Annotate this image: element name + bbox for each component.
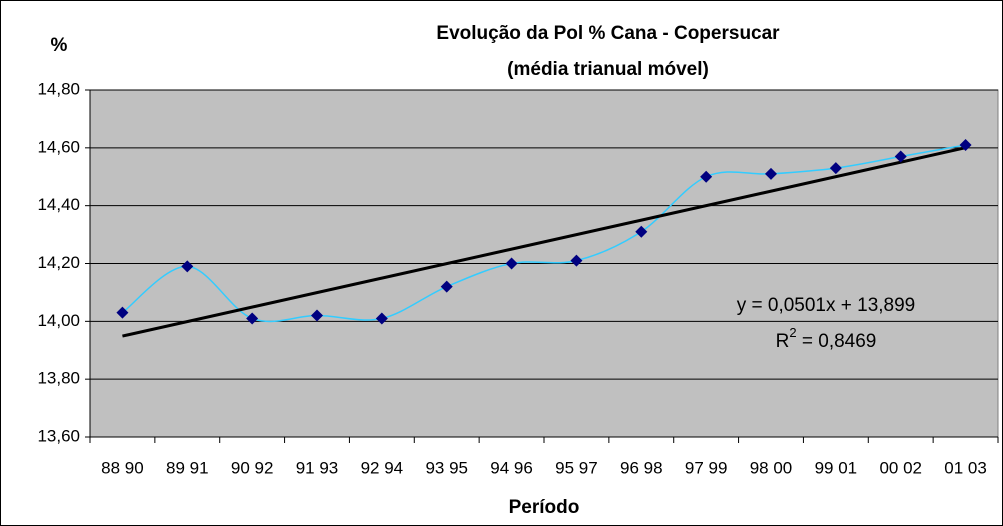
x-tick-label: 99 01 <box>815 458 858 477</box>
r-squared: R2 = 0,8469 <box>776 325 877 352</box>
data-point <box>635 225 648 238</box>
y-tick-label: 14,20 <box>37 253 80 272</box>
data-point <box>894 150 907 163</box>
chart-subtitle: (média trianual móvel) <box>507 59 709 80</box>
data-point <box>765 167 777 180</box>
trendline <box>122 146 966 338</box>
data-point <box>700 170 713 183</box>
x-tick-label: 93 95 <box>425 458 468 477</box>
data-point <box>959 138 972 151</box>
x-tick-label: 01 03 <box>944 458 987 477</box>
data-point <box>505 257 518 270</box>
x-tick-label: 88 90 <box>101 458 144 477</box>
chart-title: Evolução da Pol % Cana - Copersucar <box>436 23 780 44</box>
trend-equation: y = 0,0501x + 13,899 <box>737 295 916 316</box>
x-tick-label: 98 00 <box>750 458 793 477</box>
y-tick-label: 13,80 <box>37 369 80 388</box>
data-point <box>181 260 194 273</box>
x-tick-label: 89 91 <box>166 458 209 477</box>
x-tick-label: 94 96 <box>490 458 533 477</box>
data-point <box>116 306 129 319</box>
x-tick-label: 91 93 <box>296 458 339 477</box>
y-tick-label: 14,80 <box>37 79 80 98</box>
x-tick-label: 92 94 <box>361 458 404 477</box>
data-point <box>246 312 259 325</box>
x-tick-label: 97 99 <box>685 458 728 477</box>
r2-symbol: R <box>776 331 790 352</box>
data-point <box>570 254 583 267</box>
r2-exponent: 2 <box>789 325 796 340</box>
data-point <box>375 312 388 325</box>
data-point <box>311 309 323 322</box>
x-axis-label: Período <box>509 497 580 518</box>
y-tick-label: 13,60 <box>37 426 80 445</box>
x-tick-label: 90 92 <box>231 458 274 477</box>
data-point <box>829 162 842 175</box>
x-tick-label: 95 97 <box>555 458 598 477</box>
x-tick-label: 00 02 <box>879 458 922 477</box>
data-point <box>440 280 453 293</box>
r2-value: = 0,8469 <box>797 331 877 352</box>
y-tick-label: 14,00 <box>37 311 80 330</box>
y-tick-label: 14,40 <box>37 195 80 214</box>
y-axis-label: % <box>51 35 68 56</box>
x-tick-label: 96 98 <box>620 458 663 477</box>
y-tick-label: 14,60 <box>37 137 80 156</box>
